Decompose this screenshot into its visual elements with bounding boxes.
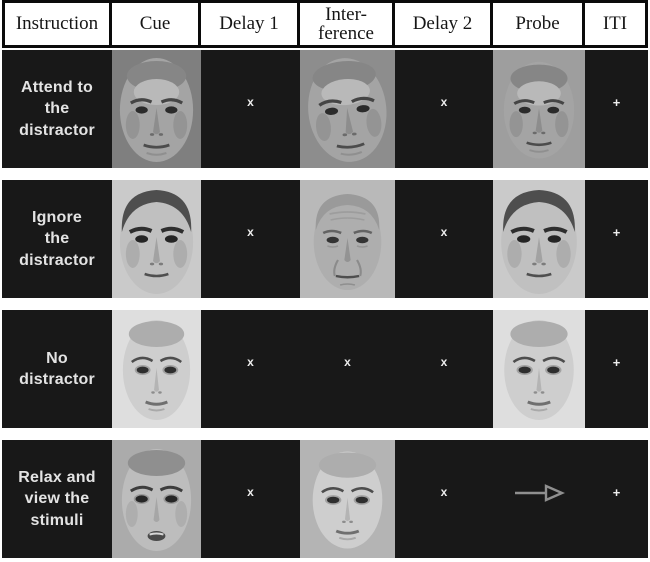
probe-cell (493, 180, 585, 298)
interference-cell (300, 440, 395, 558)
header-instruction: Instruction (15, 13, 99, 35)
instruction-label: Attend to the distractor (19, 79, 95, 139)
fixation-x: x (247, 355, 254, 369)
trial-row-relax: Relax and view the stimuli x x (2, 440, 648, 558)
instruction-cell: No distractor (2, 310, 112, 428)
fixation-x: x (440, 95, 448, 109)
cue-face-image (112, 440, 201, 558)
delay2-cell: x (395, 50, 493, 168)
probe-face-image (493, 50, 585, 168)
fixation-x: x (440, 355, 448, 369)
probe-cell (493, 310, 585, 428)
header-cue: Cue (109, 3, 198, 45)
cue-face-image (112, 310, 201, 428)
cue-face-image (112, 180, 201, 298)
interference-cell: x (300, 310, 395, 428)
fixation-plus: + (612, 484, 621, 500)
probe-cell (493, 440, 585, 558)
trial-row-no-distractor: No distractor x x x (2, 310, 648, 428)
cue-cell (112, 180, 201, 298)
delay2-cell: x (395, 310, 493, 428)
interference-cell (300, 50, 395, 168)
iti-cell: + (585, 310, 648, 428)
cue-face-image (112, 50, 201, 168)
delay1-cell: x (201, 50, 300, 168)
instruction-label: No distractor (19, 349, 95, 388)
header-delay-1: Delay 1 (198, 3, 297, 45)
instruction-label: Relax and view the stimuli (18, 469, 96, 529)
delay1-cell: x (201, 180, 300, 298)
probe-cell (493, 50, 585, 168)
fixation-plus: + (612, 224, 621, 240)
header-interference: Inter- ference (297, 3, 392, 45)
fixation-x: x (440, 225, 448, 239)
header-iti: ITI (582, 3, 645, 45)
interference-cell (300, 180, 395, 298)
interference-face-image (300, 180, 395, 298)
iti-cell: + (585, 440, 648, 558)
fixation-plus: + (612, 94, 621, 110)
iti-cell: + (585, 180, 648, 298)
fixation-x: x (247, 225, 254, 239)
probe-face-image (493, 180, 585, 298)
fixation-x: x (344, 355, 351, 369)
column-header-row: Instruction Cue Delay 1 Inter- ference D… (2, 0, 648, 48)
delay1-cell: x (201, 440, 300, 558)
trial-rows: Attend to the distractor x x (0, 50, 650, 558)
interference-face-image (300, 440, 395, 558)
probe-face-image (493, 310, 585, 428)
iti-cell: + (585, 50, 648, 168)
cue-cell (112, 50, 201, 168)
fixation-x: x (440, 485, 448, 499)
cue-cell (112, 440, 201, 558)
cue-cell (112, 310, 201, 428)
instruction-label: Ignore the distractor (19, 209, 95, 269)
header-probe: Probe (490, 3, 582, 45)
interference-face-image (300, 50, 395, 168)
instruction-cell: Attend to the distractor (2, 50, 112, 168)
trial-row-ignore: Ignore the distractor x x (2, 180, 648, 298)
right-arrow-icon (513, 482, 565, 504)
header-delay-2: Delay 2 (392, 3, 490, 45)
instruction-cell: Ignore the distractor (2, 180, 112, 298)
fixation-x: x (247, 485, 254, 499)
instruction-cell: Relax and view the stimuli (2, 440, 112, 558)
fixation-plus: + (612, 354, 621, 370)
delay1-cell: x (201, 310, 300, 428)
delay2-cell: x (395, 180, 493, 298)
fixation-x: x (247, 95, 254, 109)
trial-row-attend: Attend to the distractor x x (2, 50, 648, 168)
delay2-cell: x (395, 440, 493, 558)
